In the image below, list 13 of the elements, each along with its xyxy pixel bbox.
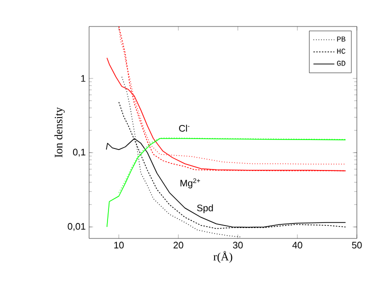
y-axis-title: Ion density	[54, 107, 65, 158]
annotation: Mg$^{2+}$	[180, 178, 200, 188]
y-tick-label: 0,1	[73, 148, 86, 157]
x-tick-label: 50	[352, 242, 362, 249]
x-tick-label: 40	[292, 242, 302, 249]
y-tick-label: 1	[81, 75, 86, 82]
x-tick-label: 30	[232, 242, 243, 249]
y-tick-label: 0,01	[68, 223, 86, 231]
x-tick-label: 10	[114, 242, 124, 249]
x-axis-title: r(Å)	[213, 251, 232, 263]
x-tick-label: 20	[174, 242, 184, 249]
annotation: Cl$^{-}$	[179, 124, 190, 132]
annotation: Spd	[197, 204, 213, 214]
